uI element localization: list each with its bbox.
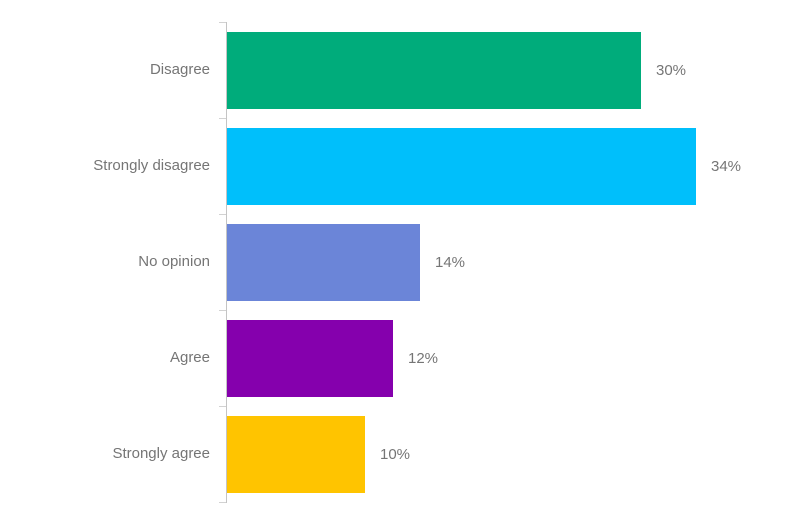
- category-label: Strongly agree: [112, 445, 210, 462]
- value-label: 30%: [656, 61, 687, 79]
- chart-row: Strongly agree 10%: [0, 406, 807, 502]
- category-label: No opinion: [138, 253, 210, 270]
- axis-tick: [219, 118, 226, 119]
- chart-rows: Disagree 30% Strongly disagree 34% No opinio…: [0, 22, 807, 502]
- axis-tick: [219, 214, 226, 215]
- axis-tick: [219, 502, 226, 503]
- chart-row: Strongly disagree 34%: [0, 118, 807, 214]
- value-label: 34%: [711, 157, 742, 175]
- value-label: 12%: [408, 349, 439, 367]
- axis-tick: [219, 22, 226, 23]
- value-label: 10%: [380, 445, 411, 463]
- axis-tick: [219, 310, 226, 311]
- y-axis-line: [226, 22, 227, 503]
- axis-tick: [219, 406, 226, 407]
- bar-strongly-agree: [227, 415, 365, 493]
- chart-row: No opinion 14%: [0, 214, 807, 310]
- bar-strongly-disagree: [227, 127, 696, 205]
- category-label: Strongly disagree: [93, 157, 210, 174]
- category-label: Agree: [169, 349, 210, 366]
- bar-no-opinion: [227, 223, 420, 301]
- chart-row: Agree 12%: [0, 310, 807, 406]
- bar-disagree: [227, 31, 641, 109]
- chart-row: Disagree 30%: [0, 22, 807, 118]
- value-label: 14%: [435, 253, 466, 271]
- category-label: Disagree: [149, 61, 210, 78]
- bar-agree: [227, 319, 393, 397]
